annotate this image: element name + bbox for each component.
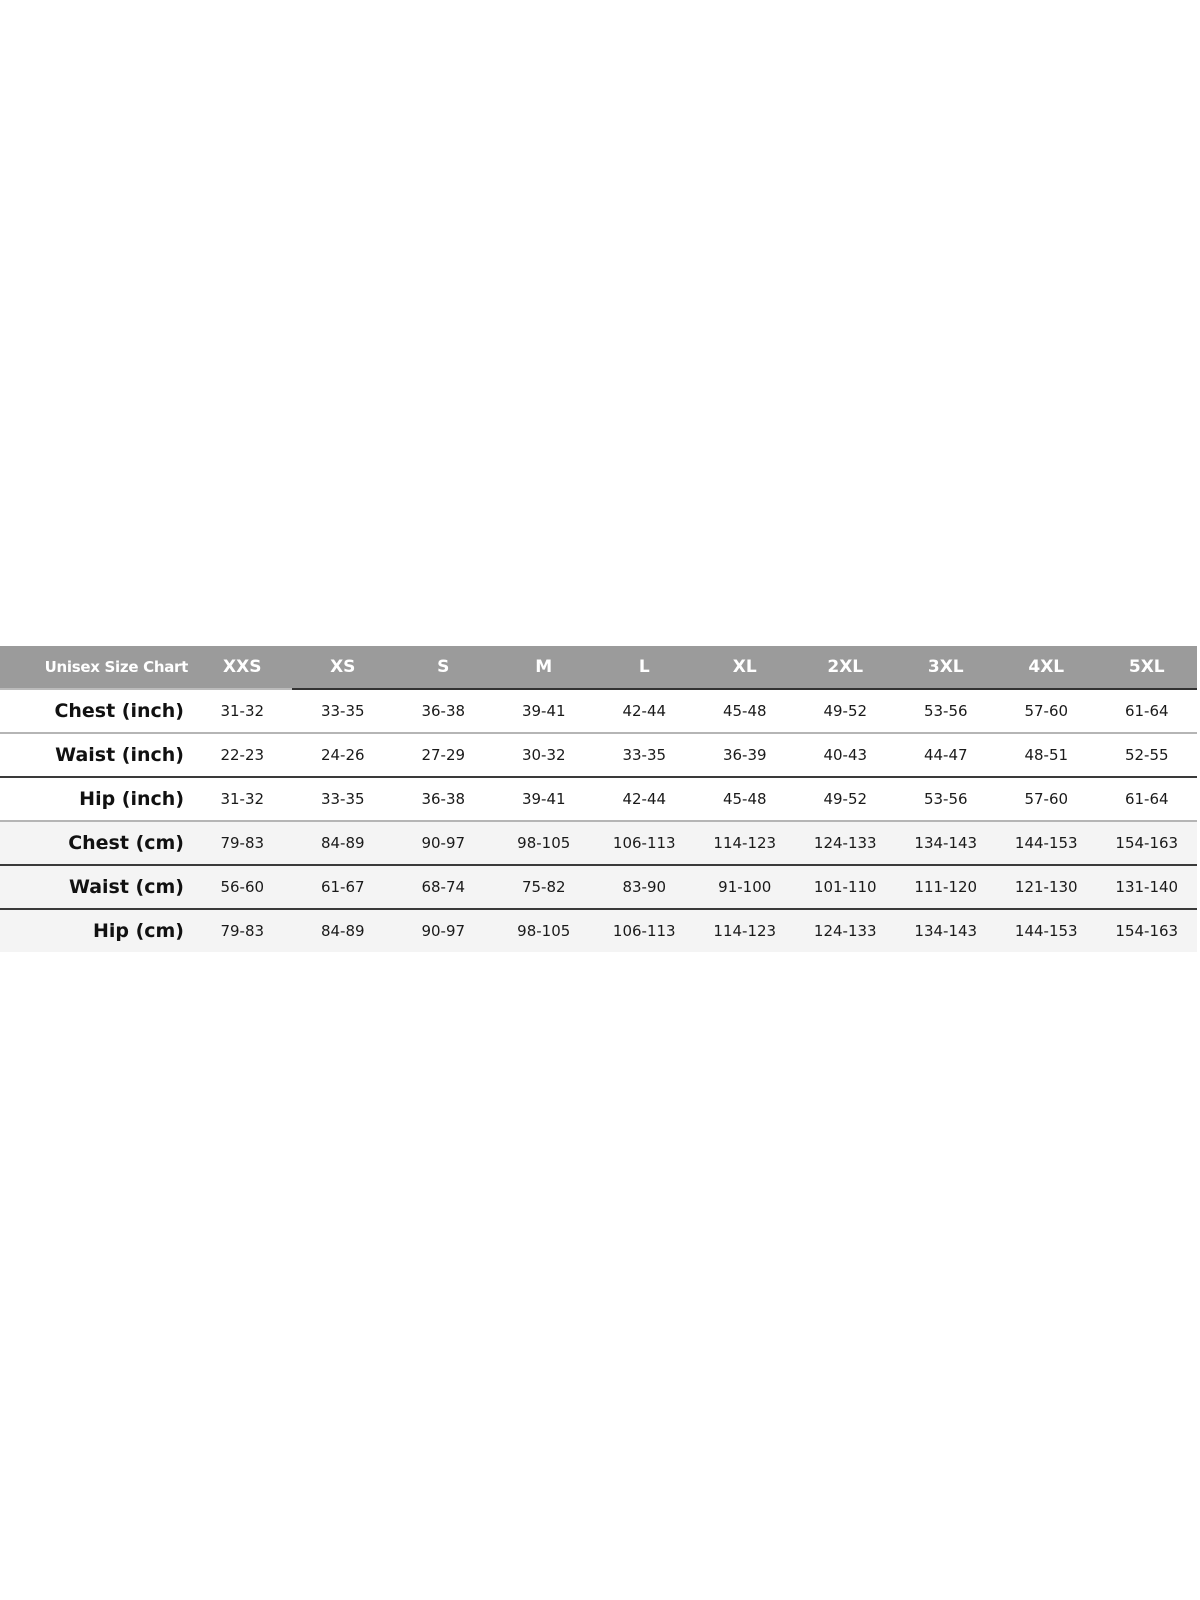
table-row: Hip (inch) 31-32 33-35 36-38 39-41 42-44 45-48…: [0, 776, 1197, 820]
table-cell: 91-100: [718, 878, 772, 896]
table-cell: 134-143: [914, 922, 978, 940]
table-cell: 106-113: [612, 834, 676, 852]
table-cell: 22-23: [220, 746, 265, 764]
table-cell: 40-43: [823, 746, 868, 764]
table-cell: 131-140: [1115, 878, 1179, 896]
table-cell: 24-26: [320, 746, 365, 764]
table-cell: 79-83: [220, 834, 265, 852]
table-cell: 84-89: [320, 834, 365, 852]
table-cell: 114-123: [713, 922, 777, 940]
table-cell: 56-60: [220, 878, 265, 896]
size-header-l: L: [638, 657, 650, 677]
row-label: Waist (inch): [55, 744, 184, 766]
table-cell: 84-89: [320, 922, 365, 940]
table-row: Hip (cm) 79-83 84-89 90-97 98-105 106-113 114-…: [0, 908, 1197, 952]
table-row: Waist (cm) 56-60 61-67 68-74 75-82 83-90 91-10…: [0, 864, 1197, 908]
table-cell: 90-97: [421, 834, 466, 852]
table-cell: 75-82: [521, 878, 566, 896]
table-cell: 144-153: [1014, 922, 1078, 940]
table-cell: 45-48: [722, 790, 767, 808]
size-header-4xl: 4XL: [1028, 657, 1065, 677]
table-cell: 39-41: [521, 790, 566, 808]
table-title: Unisex Size Chart: [44, 658, 189, 676]
table-cell: 61-67: [320, 878, 365, 896]
table-cell: 61-64: [1124, 702, 1169, 720]
table-cell: 33-35: [320, 702, 365, 720]
size-chart-table: Unisex Size Chart XXS XS S M L XL 2XL 3XL 4XL 5XL…: [0, 646, 1197, 952]
table-cell: 44-47: [923, 746, 968, 764]
row-label: Hip (cm): [92, 920, 184, 942]
table-cell: 154-163: [1115, 834, 1179, 852]
table-cell: 83-90: [622, 878, 667, 896]
table-cell: 121-130: [1014, 878, 1078, 896]
table-cell: 61-64: [1124, 790, 1169, 808]
table-cell: 124-133: [813, 922, 877, 940]
table-cell: 42-44: [622, 790, 667, 808]
table-cell: 53-56: [923, 790, 968, 808]
size-header-3xl: 3XL: [927, 657, 964, 677]
table-cell: 134-143: [914, 834, 978, 852]
table-cell: 111-120: [914, 878, 978, 896]
row-label: Waist (cm): [68, 876, 184, 898]
row-label: Hip (inch): [79, 788, 184, 810]
size-header-5xl: 5XL: [1128, 657, 1165, 677]
table-cell: 98-105: [517, 922, 571, 940]
table-cell: 57-60: [1024, 702, 1069, 720]
table-cell: 31-32: [220, 790, 265, 808]
table-cell: 33-35: [622, 746, 667, 764]
table-cell: 98-105: [517, 834, 571, 852]
table-cell: 30-32: [521, 746, 566, 764]
table-cell: 101-110: [813, 878, 877, 896]
size-header-xl: XL: [732, 657, 757, 677]
table-cell: 53-56: [923, 702, 968, 720]
size-header-s: S: [437, 657, 450, 677]
table-cell: 52-55: [1124, 746, 1169, 764]
divider: [292, 688, 1197, 690]
table-cell: 39-41: [521, 702, 566, 720]
divider: [0, 688, 292, 690]
table-cell: 45-48: [722, 702, 767, 720]
table-cell: 124-133: [813, 834, 877, 852]
table-cell: 68-74: [421, 878, 466, 896]
table-cell: 49-52: [823, 790, 868, 808]
table-cell: 144-153: [1014, 834, 1078, 852]
table-cell: 90-97: [421, 922, 466, 940]
size-header-m: M: [535, 657, 553, 677]
table-cell: 57-60: [1024, 790, 1069, 808]
table-cell: 154-163: [1115, 922, 1179, 940]
table-cell: 49-52: [823, 702, 868, 720]
table-cell: 36-39: [722, 746, 767, 764]
table-row: Chest (cm) 79-83 84-89 90-97 98-105 106-113 11…: [0, 820, 1197, 864]
table-cell: 27-29: [421, 746, 466, 764]
table-cell: 31-32: [220, 702, 265, 720]
table-cell: 106-113: [612, 922, 676, 940]
size-header-xs: XS: [330, 657, 356, 677]
table-row: Waist (inch) 22-23 24-26 27-29 30-32 33-35 36-…: [0, 732, 1197, 776]
table-cell: 114-123: [713, 834, 777, 852]
table-cell: 42-44: [622, 702, 667, 720]
size-header-xxs: XXS: [223, 657, 262, 677]
table-cell: 48-51: [1024, 746, 1069, 764]
table-header-row: Unisex Size Chart XXS XS S M L XL 2XL 3XL 4XL 5XL: [0, 646, 1197, 690]
row-label: Chest (cm): [68, 832, 184, 854]
table-cell: 36-38: [421, 702, 466, 720]
size-header-2xl: 2XL: [827, 657, 864, 677]
row-label: Chest (inch): [54, 700, 184, 722]
table-cell: 79-83: [220, 922, 265, 940]
table-row: Chest (inch) 31-32 33-35 36-38 39-41 42-44 45-…: [0, 690, 1197, 732]
table-cell: 36-38: [421, 790, 466, 808]
table-cell: 33-35: [320, 790, 365, 808]
